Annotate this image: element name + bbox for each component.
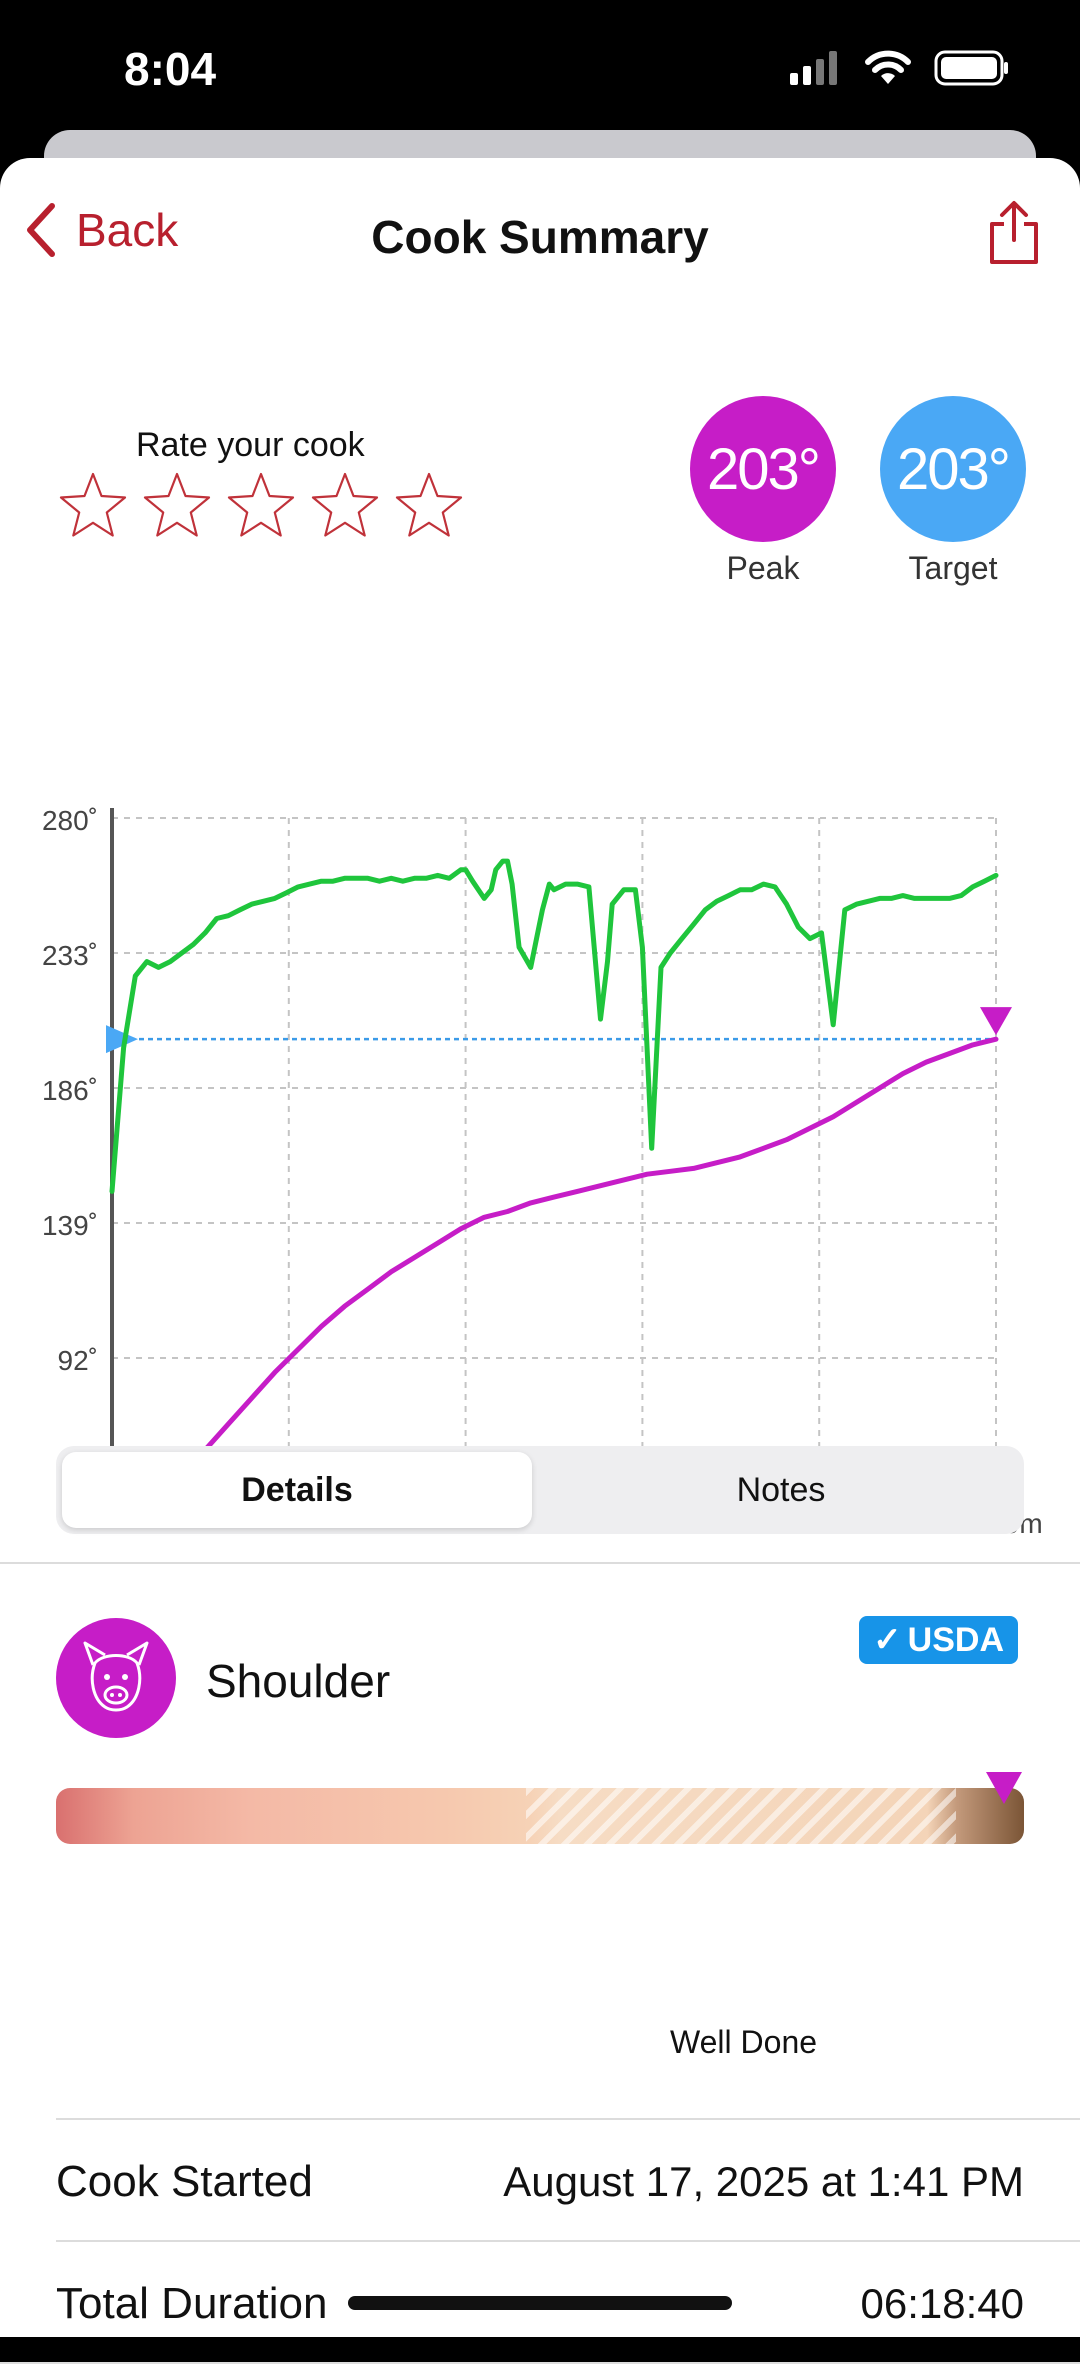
peak-temp-label: Peak — [726, 550, 800, 586]
meat-cut-name: Shoulder — [206, 1655, 391, 1707]
star-icon[interactable] — [58, 470, 128, 540]
total-duration-row: Total Duration 06:18:40 — [56, 2264, 1024, 2344]
divider — [56, 2118, 1080, 2120]
back-label: Back — [76, 204, 179, 256]
doneness-label: Well Done — [670, 2024, 818, 2060]
doneness-bar — [56, 1788, 1024, 1844]
target-temp-badge: 203° Target — [880, 396, 1026, 587]
y-tick-label: 233˚ — [42, 940, 98, 971]
back-button[interactable]: Back — [24, 202, 178, 258]
meat-type-avatar — [56, 1618, 176, 1738]
y-tick-label: 92˚ — [58, 1345, 98, 1376]
page-title: Cook Summary — [371, 211, 709, 263]
cook-started-row: Cook Started August 17, 2025 at 1:41 PM — [56, 2142, 1024, 2222]
doneness-marker-icon — [986, 1772, 1022, 1804]
details-notes-segmented-control: Details Notes — [56, 1446, 1024, 1534]
status-time: 8:04 — [124, 43, 217, 95]
wifi-icon — [865, 50, 911, 84]
checkmark-icon: ✓ — [873, 1621, 902, 1659]
home-indicator — [348, 2296, 732, 2310]
tab-notes[interactable]: Notes — [736, 1470, 826, 1509]
star-icon[interactable] — [142, 470, 212, 540]
peak-temp-value: 203° — [690, 396, 836, 542]
cook-summary-sheet: Back Cook Summary Rate your cook 203° Pe… — [0, 158, 1080, 2364]
pig-icon — [83, 1641, 149, 1712]
total-duration-value: 06:18:40 — [860, 2280, 1025, 2327]
status-icons — [790, 50, 1010, 86]
star-icon[interactable] — [394, 470, 464, 540]
rating-label: Rate your cook — [136, 426, 365, 464]
target-marker — [106, 1025, 138, 1054]
y-tick-label: 139˚ — [42, 1210, 98, 1241]
doneness-hatch — [526, 1788, 956, 1844]
cellular-signal-icon — [790, 51, 837, 85]
cook-started-label: Cook Started — [56, 2157, 313, 2206]
divider — [0, 1562, 1080, 1564]
chevron-left-icon — [27, 203, 55, 257]
status-bar: 8:04 — [0, 0, 1080, 140]
y-tick-label: 186˚ — [42, 1075, 98, 1106]
y-tick-label: 280˚ — [42, 805, 98, 836]
star-icon[interactable] — [226, 470, 296, 540]
usda-badge: ✓ USDA — [859, 1616, 1018, 1664]
battery-icon — [934, 50, 1008, 86]
star-icon[interactable] — [310, 470, 380, 540]
total-duration-label: Total Duration — [56, 2279, 328, 2328]
temperature-chart: 45˚92˚139˚186˚233˚280˚1h 16m2h 32m3h 48m… — [42, 805, 1043, 1539]
divider — [56, 2240, 1080, 2242]
ambient-temp-line — [109, 858, 999, 1194]
cook-started-value: August 17, 2025 at 1:41 PM — [503, 2158, 1024, 2205]
peak-marker — [980, 1007, 1012, 1036]
target-temp-label: Target — [908, 550, 998, 586]
peak-temp-badge: 203° Peak — [690, 396, 836, 587]
usda-label: USDA — [907, 1620, 1004, 1659]
target-temp-value: 203° — [880, 396, 1026, 542]
tab-details[interactable]: Details — [62, 1452, 532, 1528]
share-button[interactable] — [986, 200, 1042, 271]
internal-temp-line — [109, 1036, 999, 1496]
share-icon — [990, 201, 1038, 264]
star-rating — [58, 470, 464, 540]
nav-bar: Back Cook Summary — [0, 158, 1080, 318]
